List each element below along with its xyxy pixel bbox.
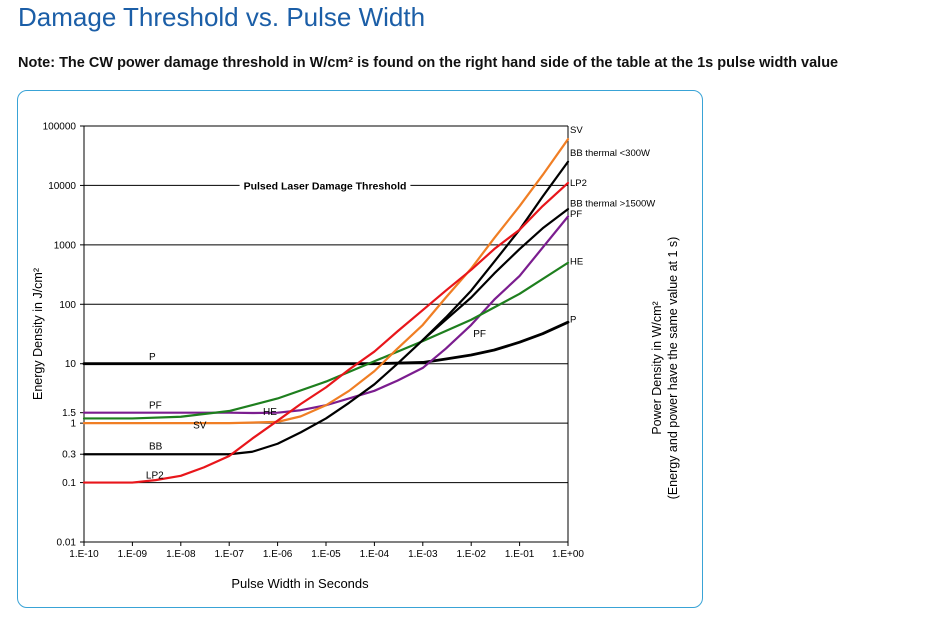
annotation-background (239, 179, 411, 194)
right-series-label: BB thermal >1500W (570, 198, 655, 209)
y-tick-label: 1.5 (62, 408, 76, 419)
x-tick-label: 1.E+00 (552, 549, 584, 560)
x-axis-title: Pulse Width in Seconds (231, 576, 369, 591)
y-tick-label: 10 (65, 359, 77, 370)
right-series-label: BB thermal <300W (570, 148, 650, 159)
right-series-label: SV (570, 125, 583, 136)
series-layer (82, 138, 570, 484)
page-note: Note: The CW power damage threshold in W… (18, 55, 839, 71)
y-axis-title: Energy Density in J/cm² (31, 268, 45, 400)
y-tick-label: 100000 (43, 122, 77, 133)
x-tick-label: 1.E-06 (263, 549, 293, 560)
y-tick-label: 1 (70, 419, 76, 430)
right-series-label: LP2 (570, 178, 587, 189)
annotation-pulsed-laser: Pulsed Laser Damage Threshold (244, 180, 407, 192)
x-tick-label: 1.E-03 (408, 549, 438, 560)
x-tick-label: 1.E-10 (69, 549, 99, 560)
series-label: P (149, 352, 156, 363)
x-tick-label: 1.E-05 (311, 549, 341, 560)
series-line-p (82, 320, 570, 366)
y-tick-label: 10000 (48, 181, 76, 192)
series-label: SV (193, 420, 207, 431)
series-line-lp2 (82, 181, 570, 484)
series-label: HE (263, 407, 277, 418)
y-tick-label: 100 (59, 300, 76, 311)
chart-frame (17, 90, 703, 608)
series-label: PF (149, 401, 162, 412)
y-tick-label: 0.3 (62, 450, 76, 461)
x-tick-label: 1.E-02 (456, 549, 486, 560)
right-series-label: P (570, 315, 576, 326)
x-tick-label: 1.E-01 (505, 549, 535, 560)
right-axis-subtitle: (Energy and power have the same value at… (666, 237, 680, 500)
y-tick-label: 0.1 (62, 478, 76, 489)
x-tick-label: 1.E-04 (360, 549, 390, 560)
x-tick-label: 1.E-08 (166, 549, 196, 560)
x-tick-label: 1.E-09 (118, 549, 148, 560)
series-label: PF (473, 329, 486, 340)
series-label: LP2 (146, 470, 164, 481)
right-series-label: HE (570, 257, 583, 268)
y-tick-label: 0.01 (57, 538, 77, 549)
page-title: Damage Threshold vs. Pulse Width (18, 2, 426, 32)
right-axis-title: Power Density in W/cm² (650, 301, 664, 434)
series-line-bb (82, 160, 570, 456)
series-line-he (82, 261, 570, 420)
y-tick-label: 1000 (54, 240, 77, 251)
x-tick-label: 1.E-07 (214, 549, 244, 560)
series-line-sv (82, 138, 570, 425)
series-line-bb2 (421, 207, 570, 342)
series-line-pf (82, 215, 570, 415)
right-series-label: PF (570, 209, 582, 220)
label-layer: 1.E-10 1.E-09 1.E-08 1.E-07 1.E-06 1.E-05 1.E-… (43, 122, 656, 561)
series-label: BB (149, 442, 163, 453)
